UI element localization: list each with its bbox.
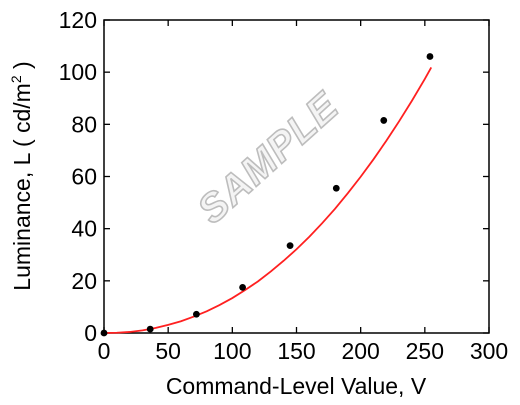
y-tick-label: 100 bbox=[59, 59, 97, 85]
y-tick-label: 40 bbox=[71, 216, 97, 242]
x-tick-label: 50 bbox=[155, 338, 181, 364]
data-point bbox=[332, 184, 340, 192]
data-points bbox=[100, 53, 434, 337]
y-tick-label: 60 bbox=[71, 164, 97, 190]
x-tick-label: 0 bbox=[98, 338, 111, 364]
x-tick-label: 100 bbox=[213, 338, 251, 364]
y-axis-title: Luminance, L ( cd/m2 ) bbox=[8, 61, 35, 290]
x-tick-label: 200 bbox=[341, 338, 379, 364]
fit-curve bbox=[103, 67, 433, 334]
x-axis-title: Command-Level Value, V bbox=[166, 373, 427, 399]
data-point bbox=[100, 329, 108, 337]
x-tick-label: 250 bbox=[406, 338, 444, 364]
y-tick-label: 20 bbox=[71, 268, 97, 294]
y-axis-title-end: ) bbox=[9, 61, 35, 75]
data-point bbox=[146, 325, 154, 333]
data-point bbox=[193, 310, 200, 318]
data-point bbox=[239, 283, 247, 291]
x-tick-labels: 0 50 100 150 200 250 300 bbox=[98, 338, 509, 364]
x-tick-label: 300 bbox=[470, 338, 508, 364]
y-tick-labels: 0 20 40 60 80 100 120 bbox=[59, 7, 97, 346]
y-tick-label: 80 bbox=[71, 111, 97, 137]
watermark-text: SAMPLE bbox=[189, 84, 347, 232]
data-point bbox=[426, 53, 434, 60]
y-tick-label: 120 bbox=[59, 7, 97, 33]
y-axis-title-sup: 2 bbox=[8, 75, 24, 83]
plot-frame bbox=[103, 19, 490, 334]
data-point bbox=[286, 242, 294, 250]
axis-ticks bbox=[103, 19, 490, 334]
y-tick-label: 0 bbox=[84, 320, 97, 346]
data-point bbox=[380, 117, 388, 124]
x-tick-label: 150 bbox=[277, 338, 315, 364]
y-axis-title-main: Luminance, L ( cd/m bbox=[9, 83, 35, 291]
